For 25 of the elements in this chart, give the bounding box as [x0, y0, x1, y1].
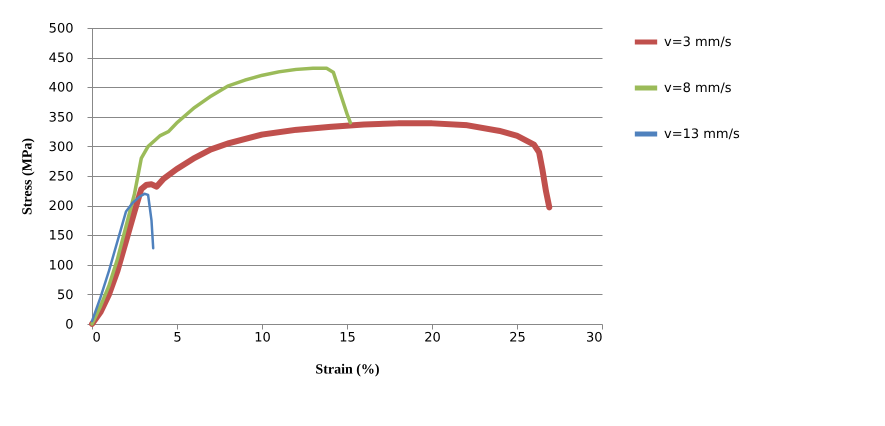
y-axis-title: Stress (MPa)	[20, 138, 36, 216]
y-tick-label: 300	[48, 140, 74, 155]
y-tick-label: 350	[48, 110, 74, 126]
legend-label: v=8 mm/s	[664, 81, 732, 96]
legend-label: v=3 mm/s	[664, 35, 732, 50]
y-tick-label: 500	[48, 22, 74, 36]
legend-label: v=13 mm/s	[664, 127, 740, 142]
y-tick-label: 100	[48, 258, 74, 274]
y-tick-label: 50	[56, 288, 74, 303]
x-tick-label: 30	[586, 330, 602, 346]
x-tick-label: 15	[339, 330, 356, 346]
y-tick-label: 400	[48, 80, 74, 96]
y-tick-label: 150	[48, 228, 74, 244]
x-tick-label: 10	[254, 330, 271, 346]
line-series	[90, 192, 154, 322]
line-series	[90, 66, 352, 326]
x-tick-label: 20	[424, 330, 441, 346]
y-tick-label: 200	[48, 199, 74, 214]
x-tick-label: 25	[509, 330, 526, 346]
y-tick-label: 0	[65, 318, 74, 332]
x-tick-label: 0	[92, 330, 101, 346]
x-axis-title: Strain (%)	[315, 362, 380, 378]
y-tick-label: 450	[48, 51, 74, 66]
x-tick-label: 5	[173, 330, 182, 346]
y-tick-label: 250	[48, 170, 74, 184]
